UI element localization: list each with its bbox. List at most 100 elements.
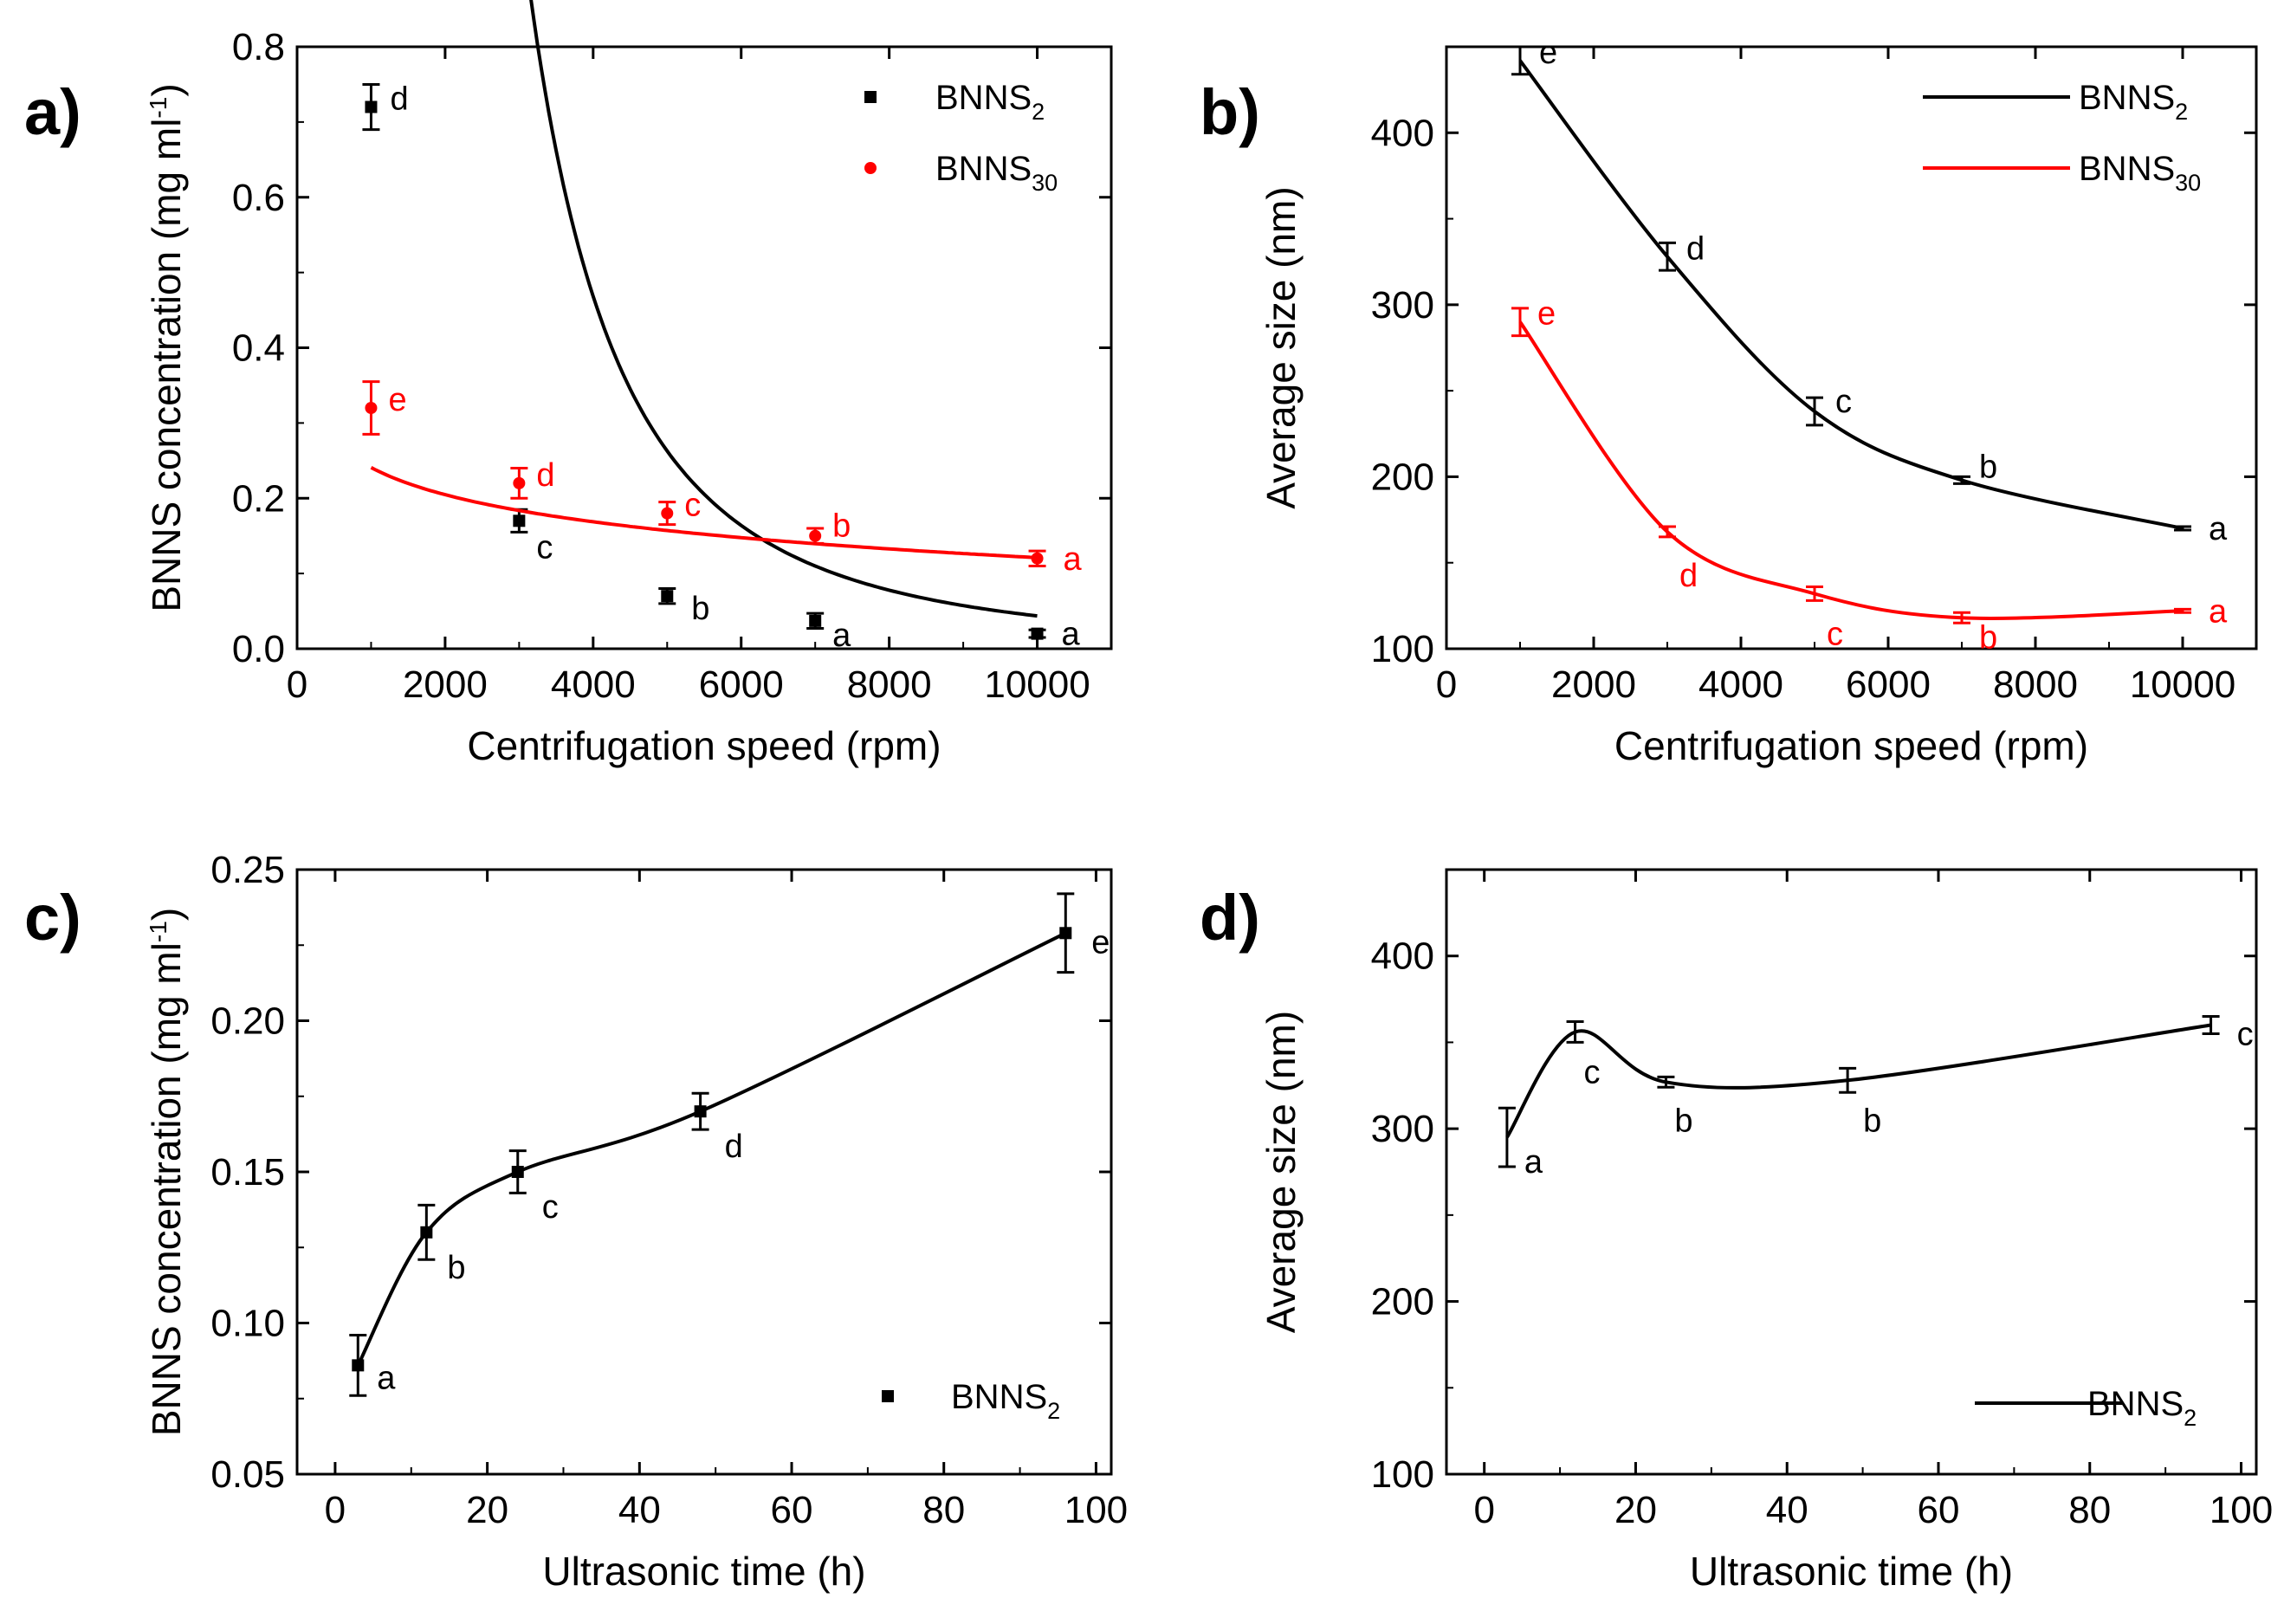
legend-label: BNNS2 bbox=[2087, 1385, 2197, 1431]
legend-subscript: 2 bbox=[2175, 99, 2188, 125]
y-tick-label: 200 bbox=[1371, 1281, 1434, 1323]
legend-subscript: 2 bbox=[1047, 1398, 1060, 1424]
point-label: b bbox=[447, 1250, 465, 1286]
series-0: e d c b a BNNS2 bbox=[1511, 35, 2228, 547]
data-point bbox=[809, 614, 822, 627]
data-point bbox=[694, 1105, 707, 1118]
point-label: d bbox=[1679, 558, 1698, 594]
x-tick-label: 20 bbox=[1614, 1489, 1657, 1531]
data-point bbox=[1059, 927, 1072, 940]
data-point bbox=[365, 402, 378, 414]
x-tick-label: 0 bbox=[1473, 1489, 1494, 1531]
point-label: a bbox=[2209, 593, 2228, 630]
series-curve bbox=[1518, 59, 2184, 530]
y-axis-title: BNNS concentration (mg ml-1) bbox=[144, 908, 189, 1436]
x-tick-label: 20 bbox=[466, 1489, 508, 1531]
point-label: e bbox=[1537, 296, 1556, 333]
x-axis-title: Centrifugation speed (rpm) bbox=[467, 723, 941, 768]
series-1: e d c b a BNNS30 bbox=[1511, 150, 2228, 656]
point-label: d bbox=[390, 81, 408, 118]
point-label: e bbox=[1091, 924, 1110, 961]
plot-frame bbox=[1445, 45, 2258, 650]
x-tick-label: 8000 bbox=[847, 663, 932, 706]
point-label: c bbox=[542, 1189, 559, 1226]
y-axis-title: Average size (nm) bbox=[1258, 1011, 1304, 1333]
x-axis-title: Centrifugation speed (rpm) bbox=[1614, 723, 2088, 768]
series-curve bbox=[370, 466, 1038, 560]
point-label: c bbox=[536, 529, 553, 566]
x-tick-label: 2000 bbox=[1551, 663, 1636, 706]
point-label: c bbox=[1827, 616, 1843, 652]
series-curve bbox=[356, 931, 1067, 1367]
x-tick-label: 0 bbox=[287, 663, 307, 706]
legend-name: BNNS bbox=[2087, 1385, 2184, 1423]
series-curve bbox=[529, 0, 1038, 618]
x-tick-label: 100 bbox=[2210, 1489, 2273, 1531]
legend-name: BNNS bbox=[935, 79, 1032, 117]
data-point bbox=[661, 590, 674, 603]
legend-subscript: 30 bbox=[2175, 170, 2201, 196]
x-tick-label: 100 bbox=[1064, 1489, 1128, 1531]
point-label: d bbox=[1686, 230, 1705, 267]
x-tick-label: 10000 bbox=[984, 663, 1090, 706]
data-point bbox=[1031, 552, 1044, 565]
y-axis-title-main: Average size (nm) bbox=[1258, 186, 1304, 508]
panel-label: d) bbox=[1200, 882, 1260, 954]
series-0: a c b b c BNNS2 bbox=[1498, 1015, 2254, 1431]
y-tick-label: 100 bbox=[1371, 1453, 1434, 1496]
y-tick-label: 100 bbox=[1371, 628, 1434, 670]
x-tick-label: 40 bbox=[1766, 1489, 1808, 1531]
data-point bbox=[352, 1359, 365, 1372]
y-tick-label: 0.25 bbox=[210, 849, 285, 891]
y-tick-label: 0.4 bbox=[232, 327, 285, 370]
x-tick-label: 4000 bbox=[1698, 663, 1783, 706]
y-tick-label: 300 bbox=[1371, 284, 1434, 327]
legend-subscript: 2 bbox=[2184, 1405, 2197, 1431]
point-label: b bbox=[1979, 449, 1997, 485]
series-curve bbox=[1505, 1023, 2211, 1139]
legend-marker bbox=[864, 162, 877, 174]
plot-frame bbox=[295, 45, 1113, 650]
point-label: a bbox=[832, 618, 851, 654]
panel-label: a) bbox=[24, 76, 81, 148]
point-label: c bbox=[1584, 1054, 1601, 1090]
y-tick-label: 0.2 bbox=[232, 477, 285, 520]
x-tick-label: 2000 bbox=[403, 663, 488, 706]
x-tick-label: 40 bbox=[618, 1489, 661, 1531]
point-label: b bbox=[832, 508, 851, 545]
legend-subscript: 30 bbox=[1032, 170, 1058, 196]
y-axis-title: Average size (nm) bbox=[1258, 186, 1304, 508]
legend-label: BNNS2 bbox=[951, 1378, 1060, 1424]
point-label: d bbox=[536, 457, 554, 494]
plot-frame bbox=[1445, 868, 2258, 1476]
legend-marker bbox=[864, 91, 877, 103]
y-tick-label: 0.0 bbox=[232, 628, 285, 670]
point-label: a bbox=[377, 1360, 396, 1396]
panel-label: b) bbox=[1200, 76, 1260, 148]
data-point bbox=[513, 514, 526, 527]
data-point bbox=[809, 529, 822, 542]
y-tick-label: 0.8 bbox=[232, 26, 285, 68]
point-label: a bbox=[2209, 511, 2228, 547]
x-tick-label: 60 bbox=[771, 1489, 813, 1531]
panel-a: a) 0 2000 4000 6000 8000 10000 0.0 0.2 0.4 0.6 0.8 C… bbox=[24, 0, 1113, 768]
y-axis-title-sup: -1 bbox=[145, 97, 171, 119]
y-axis-title-sup: -1 bbox=[145, 921, 171, 942]
data-point bbox=[365, 100, 378, 113]
x-axis-title: Ultrasonic time (h) bbox=[542, 1549, 865, 1594]
series-curve bbox=[1518, 320, 2184, 620]
x-tick-label: 0 bbox=[1436, 663, 1457, 706]
y-axis-title-end: ) bbox=[144, 83, 189, 96]
y-axis-title: BNNS concentration (mg ml-1) bbox=[144, 83, 189, 611]
point-label: a bbox=[1524, 1144, 1543, 1181]
y-axis-title-end: ) bbox=[144, 908, 189, 921]
y-tick-label: 400 bbox=[1371, 112, 1434, 154]
panel-d: d) 0 20 40 60 80 100 100 200 300 400 Ultrasonic tim… bbox=[1200, 868, 2273, 1594]
point-label: e bbox=[1539, 35, 1557, 71]
legend-subscript: 2 bbox=[1032, 99, 1045, 125]
x-tick-label: 10000 bbox=[2130, 663, 2235, 706]
x-tick-label: 80 bbox=[922, 1489, 965, 1531]
x-tick-label: 0 bbox=[325, 1489, 346, 1531]
legend-label: BNNS30 bbox=[935, 150, 1058, 196]
